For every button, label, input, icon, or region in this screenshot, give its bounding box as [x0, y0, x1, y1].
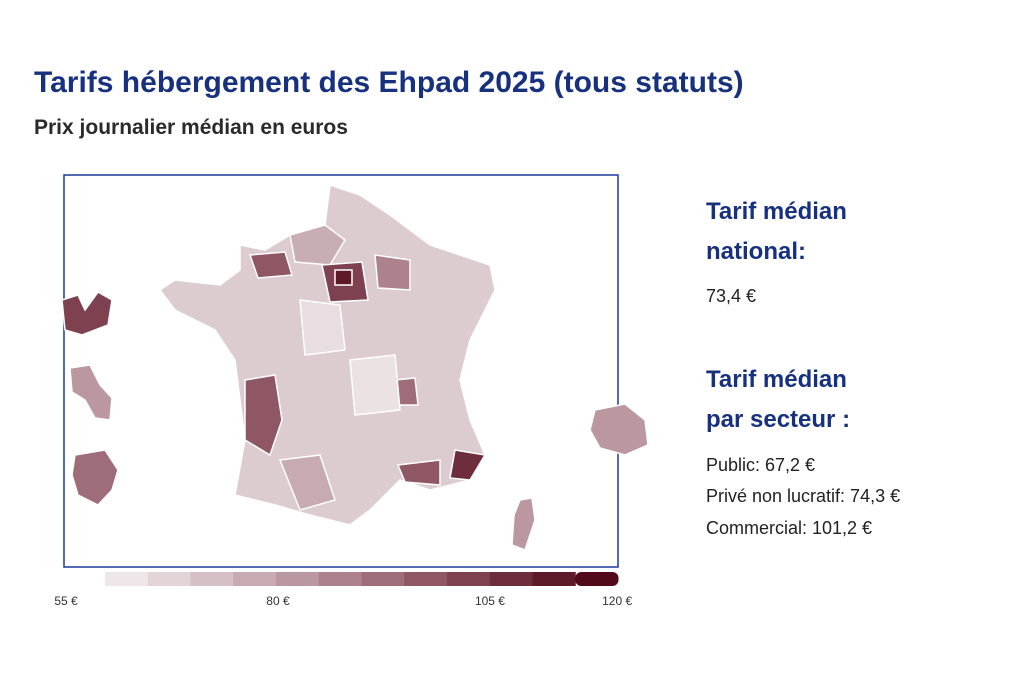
- region: [449, 449, 487, 481]
- guyane: [71, 449, 119, 506]
- legend-tick-label: 80 €: [266, 594, 290, 608]
- legend-swatch: [447, 572, 491, 586]
- legend-tick-label: 55 €: [54, 594, 78, 608]
- national-value: 73,4 €: [706, 286, 757, 306]
- region: [248, 251, 293, 279]
- legend-tick-label: 120 €: [602, 594, 632, 608]
- map-frame: [63, 174, 619, 568]
- title: Tarifs hébergement des Ehpad 2025 (tous …: [34, 66, 744, 99]
- region: [396, 459, 441, 486]
- legend-swatch: [361, 572, 405, 586]
- region: [244, 374, 283, 457]
- subtitle: Prix journalier médian en euros: [34, 116, 348, 139]
- national-heading: Tarif médian national:: [706, 198, 847, 265]
- legend-tick-label: 105 €: [475, 594, 505, 608]
- region: [289, 224, 346, 266]
- martinique: [69, 364, 113, 421]
- legend-swatch: [489, 572, 533, 586]
- sector: Privé non lucratif: 74,3 €: [706, 486, 901, 506]
- departments: [61, 183, 649, 551]
- legend-swatch: [147, 572, 191, 586]
- legend-swatch: [404, 572, 448, 586]
- region: [349, 354, 401, 416]
- legend-swatch: [190, 572, 234, 586]
- region: [334, 269, 353, 286]
- legend-swatch: [575, 572, 619, 586]
- region: [374, 254, 411, 291]
- reunion: [589, 403, 649, 456]
- france: [158, 183, 496, 526]
- legend-swatch: [276, 572, 320, 586]
- legend-swatch: [532, 572, 576, 586]
- region: [299, 299, 346, 356]
- sector-heading: Tarif médian par secteur :: [706, 366, 851, 433]
- sector: Commercial: 101,2 €: [706, 518, 873, 538]
- region: [278, 454, 336, 511]
- legend-swatch: [318, 572, 362, 586]
- legend-swatch: [105, 572, 149, 586]
- corsica: [511, 497, 536, 551]
- legend-swatch: [233, 572, 277, 586]
- sector: Public: 67,2 €: [706, 455, 816, 475]
- guadeloupe: [61, 291, 113, 336]
